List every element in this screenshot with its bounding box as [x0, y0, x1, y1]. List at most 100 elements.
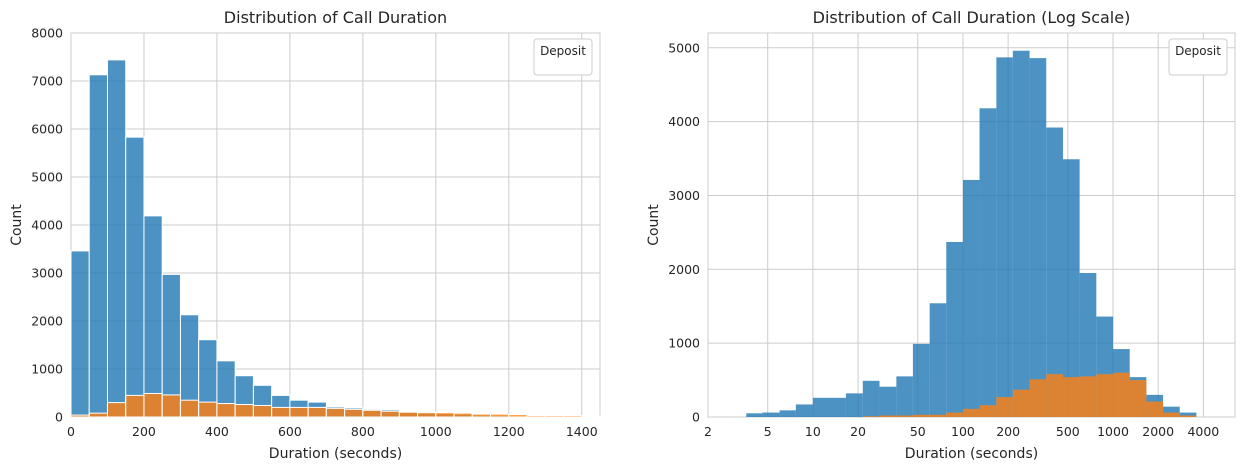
bar-series-2-bin-22	[1113, 372, 1130, 417]
bar-series-2-bin-27	[563, 415, 583, 418]
bar-series-2-bin-15	[996, 397, 1013, 417]
x-tick-label: 200	[132, 424, 156, 439]
legend-frame	[533, 38, 593, 76]
bar-series-2-bin-19	[1062, 377, 1080, 417]
bar-series-2-bin-16	[1012, 389, 1030, 417]
bar-series-2-bin-25	[526, 415, 546, 418]
bar-series-1-bin-12	[946, 241, 963, 417]
legend: Deposit	[1168, 38, 1228, 76]
bar-series-2-bin-17	[1029, 379, 1047, 417]
y-tick-label: 8000	[31, 26, 63, 41]
bar-series-2-bin-17	[380, 410, 400, 418]
y-tick-label: 2000	[668, 262, 700, 277]
bar-series-2-bin-7	[862, 416, 880, 417]
bar-series-2-bin-14	[325, 407, 346, 418]
bar-series-2-bin-13	[962, 408, 980, 417]
chart-title: Distribution of Call Duration	[224, 8, 447, 27]
y-tick-label: 1000	[668, 336, 700, 351]
x-tick-label: 50	[910, 424, 926, 439]
x-tick-label: 800	[351, 424, 375, 439]
x-tick-label: 100	[951, 424, 975, 439]
bar-series-2-bin-12	[289, 406, 309, 418]
bar-series-1-bin-4	[143, 215, 163, 418]
y-tick-label: 0	[692, 410, 700, 425]
bar-series-2-bin-2	[106, 402, 127, 418]
y-tick-label: 3000	[31, 266, 63, 281]
x-tick-label: 2000	[1142, 424, 1174, 439]
bar-series-2-bin-8	[216, 403, 236, 418]
bar-series-2-bin-20	[1079, 376, 1097, 417]
y-tick-label: 5000	[31, 170, 63, 185]
x-tick-label: 1400	[566, 424, 598, 439]
bar-series-1-bin-19	[1062, 159, 1080, 417]
bar-series-2-bin-1	[88, 412, 108, 418]
bar-series-1-bin-13	[962, 179, 980, 417]
y-axis-label: Count	[9, 204, 25, 246]
x-tick-label: 20	[850, 424, 866, 439]
bar-series-2-bin-5	[161, 394, 181, 418]
bar-series-2-bin-24	[508, 414, 528, 418]
y-tick-label: 7000	[31, 74, 63, 89]
bar-series-1-bin-7	[862, 380, 880, 417]
bar-series-2-bin-21	[453, 412, 473, 418]
bar-series-1-bin-18	[1046, 127, 1063, 418]
y-tick-label: 1000	[31, 362, 63, 377]
bar-series-2-bin-26	[1179, 415, 1197, 417]
bar-series-2-bin-13	[307, 406, 327, 418]
bar-series-1-bin-6	[845, 393, 863, 417]
y-tick-label: 0	[55, 410, 63, 425]
x-tick-label: 600	[278, 424, 302, 439]
legend-frame	[1168, 38, 1228, 76]
bar-series-2-bin-23	[490, 413, 510, 418]
y-tick-label: 4000	[31, 218, 63, 233]
bar-series-2-bin-7	[198, 401, 218, 418]
bar-series-1-bin-15	[996, 57, 1013, 417]
bar-series-2-bin-18	[1046, 374, 1063, 417]
bar-series-1-bin-4	[812, 397, 830, 417]
bar-series-1-bin-0	[70, 250, 90, 418]
bar-series-2-bin-25	[1163, 412, 1180, 417]
bar-series-2-bin-28	[581, 415, 601, 418]
bar-series-2-bin-15	[344, 408, 364, 418]
bar-series-1-bin-1	[88, 74, 108, 418]
x-tick-label: 0	[67, 424, 75, 439]
bar-series-1-bin-14	[979, 108, 997, 418]
bar-series-1-bin-16	[1012, 50, 1030, 417]
chart-1: 0 1000 2000 3000 4000 5000 6000 7000 8000 0 200 400…	[9, 8, 601, 462]
bar-series-1-bin-5	[829, 397, 846, 417]
bar-series-1-bin-10	[912, 343, 930, 417]
bar-series-1-bin-2	[779, 410, 796, 417]
y-tick-label: 3000	[668, 188, 700, 203]
bar-series-2-bin-11	[929, 414, 947, 417]
x-tick-label: 4000	[1187, 424, 1219, 439]
bar-series-2-bin-11	[271, 406, 291, 418]
bar-series-1-bin-9	[896, 376, 913, 417]
chart-2: 0 1000 2000 3000 4000 5000 2 5 10 20 50 100 200 500 10…	[646, 8, 1236, 462]
x-tick-label: 10	[805, 424, 821, 439]
bar-series-1-bin-3	[795, 404, 813, 417]
legend-title: Deposit	[1175, 44, 1221, 58]
x-tick-label: 5	[764, 424, 772, 439]
x-tick-label: 400	[205, 424, 229, 439]
bar-series-2-bin-8	[879, 415, 897, 417]
bar-series-2-bin-20	[435, 412, 455, 418]
bar-series-1-bin-17	[1029, 58, 1047, 417]
x-tick-label: 500	[1056, 424, 1080, 439]
bar-series-1-bin-26	[1179, 412, 1197, 417]
x-tick-label: 1200	[493, 424, 525, 439]
x-axis-label: Duration (seconds)	[905, 446, 1038, 462]
bar-series-2-bin-10	[252, 404, 273, 418]
bar-series-2-bin-16	[362, 409, 382, 418]
bar-series-1-bin-11	[929, 303, 947, 417]
chart-title: Distribution of Call Duration (Log Scale…	[813, 8, 1131, 27]
bar-series-1-bin-25	[1163, 406, 1180, 417]
y-tick-label: 2000	[31, 314, 63, 329]
bar-series-1-bin-8	[879, 386, 897, 417]
bar-series-2-bin-6	[179, 399, 200, 418]
bar-series-2-bin-12	[946, 412, 963, 417]
x-tick-label: 1000	[420, 424, 452, 439]
legend-title: Deposit	[540, 44, 586, 58]
y-tick-label: 5000	[668, 40, 700, 55]
